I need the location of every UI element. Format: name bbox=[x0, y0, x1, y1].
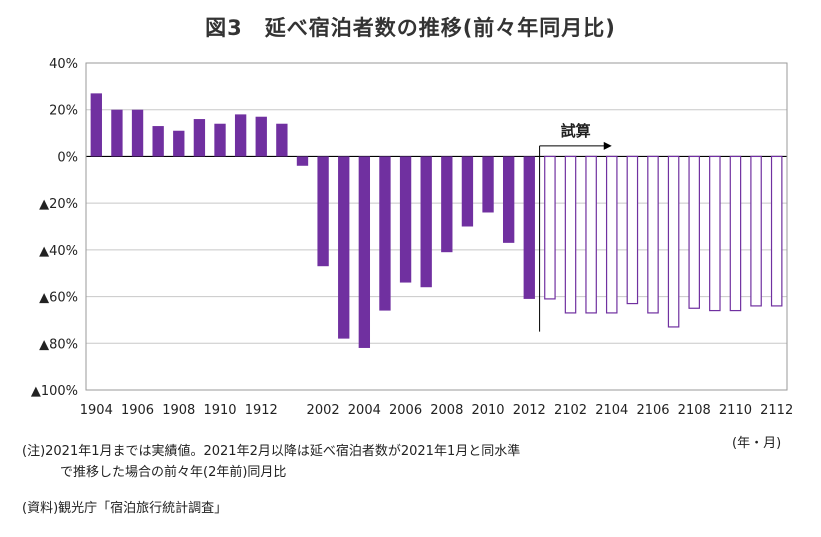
bar-outline bbox=[709, 155, 721, 312]
bar-outline bbox=[688, 155, 700, 309]
chart-title: 図3 延べ宿泊者数の推移(前々年同月比) bbox=[205, 16, 616, 40]
bar-outline bbox=[585, 155, 597, 314]
y-tick-label: 20% bbox=[49, 104, 78, 119]
bar bbox=[214, 123, 226, 157]
bar bbox=[131, 109, 144, 157]
bar-outline bbox=[647, 155, 659, 314]
bar bbox=[317, 156, 329, 267]
x-tick-label: 1910 bbox=[203, 403, 236, 418]
estimate-arrowhead bbox=[603, 141, 612, 150]
y-tick-label: 0% bbox=[57, 150, 78, 165]
bar bbox=[338, 156, 350, 339]
x-tick-label: 2002 bbox=[307, 403, 340, 418]
x-tick-label: 2006 bbox=[389, 403, 422, 418]
bar-outline bbox=[770, 155, 783, 307]
bar-outline bbox=[667, 155, 680, 328]
x-tick-label: 2106 bbox=[636, 403, 669, 418]
y-tick-label: ▲60% bbox=[39, 291, 78, 306]
bar bbox=[90, 93, 102, 157]
bar bbox=[502, 156, 515, 243]
bar-outline bbox=[544, 155, 556, 300]
y-tick-label: ▲80% bbox=[39, 337, 78, 352]
bar bbox=[523, 156, 535, 299]
x-tick-label: 2102 bbox=[554, 403, 587, 418]
x-tick-label: 1904 bbox=[80, 403, 113, 418]
x-tick-label: 1906 bbox=[121, 403, 154, 418]
bar bbox=[358, 156, 371, 348]
bar-outline bbox=[626, 155, 639, 305]
bar bbox=[152, 126, 164, 157]
bar-outline bbox=[729, 155, 742, 312]
bar bbox=[482, 156, 494, 213]
plot-frame bbox=[85, 62, 788, 391]
y-tick-label: 40% bbox=[49, 57, 78, 72]
bar bbox=[441, 156, 453, 253]
bar bbox=[379, 156, 391, 311]
footnote-line-2: で推移した場合の前々年(2年前)同月比 bbox=[60, 465, 287, 480]
estimate-annotation-label: 試算 bbox=[561, 122, 591, 140]
bar bbox=[234, 114, 247, 157]
bar bbox=[296, 156, 309, 166]
bar bbox=[173, 130, 185, 157]
x-tick-label: 2110 bbox=[719, 403, 752, 418]
x-tick-label: 2108 bbox=[678, 403, 711, 418]
source-note: (資料)観光庁「宿泊旅行統計調査」 bbox=[22, 501, 228, 516]
bar-outline bbox=[605, 155, 618, 314]
bar bbox=[420, 156, 432, 288]
bar bbox=[276, 123, 288, 157]
x-tick-label: 2010 bbox=[471, 403, 504, 418]
y-tick-label: ▲40% bbox=[39, 244, 78, 259]
bar bbox=[193, 119, 206, 157]
bar bbox=[111, 109, 123, 157]
x-tick-label: 2008 bbox=[430, 403, 463, 418]
x-tick-label: 2004 bbox=[348, 403, 381, 418]
x-tick-label: 2104 bbox=[595, 403, 628, 418]
y-tick-label: ▲20% bbox=[39, 197, 78, 212]
bar-outline bbox=[564, 155, 577, 314]
x-tick-label: 1908 bbox=[162, 403, 195, 418]
bar bbox=[399, 156, 412, 283]
footnote-line-1: (注)2021年1月までは実績値。2021年2月以降は延べ宿泊者数が2021年1… bbox=[22, 444, 521, 459]
x-tick-label: 2012 bbox=[513, 403, 546, 418]
y-tick-label: ▲100% bbox=[31, 384, 78, 399]
bar bbox=[461, 156, 474, 227]
bar bbox=[255, 116, 267, 157]
x-tick-label: 2112 bbox=[760, 403, 793, 418]
bar-outline bbox=[750, 155, 762, 307]
x-tick-label: 1912 bbox=[245, 403, 278, 418]
x-axis-unit-label: (年・月) bbox=[732, 436, 782, 451]
